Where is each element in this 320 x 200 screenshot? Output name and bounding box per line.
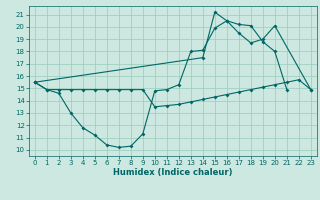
X-axis label: Humidex (Indice chaleur): Humidex (Indice chaleur) bbox=[113, 168, 233, 177]
